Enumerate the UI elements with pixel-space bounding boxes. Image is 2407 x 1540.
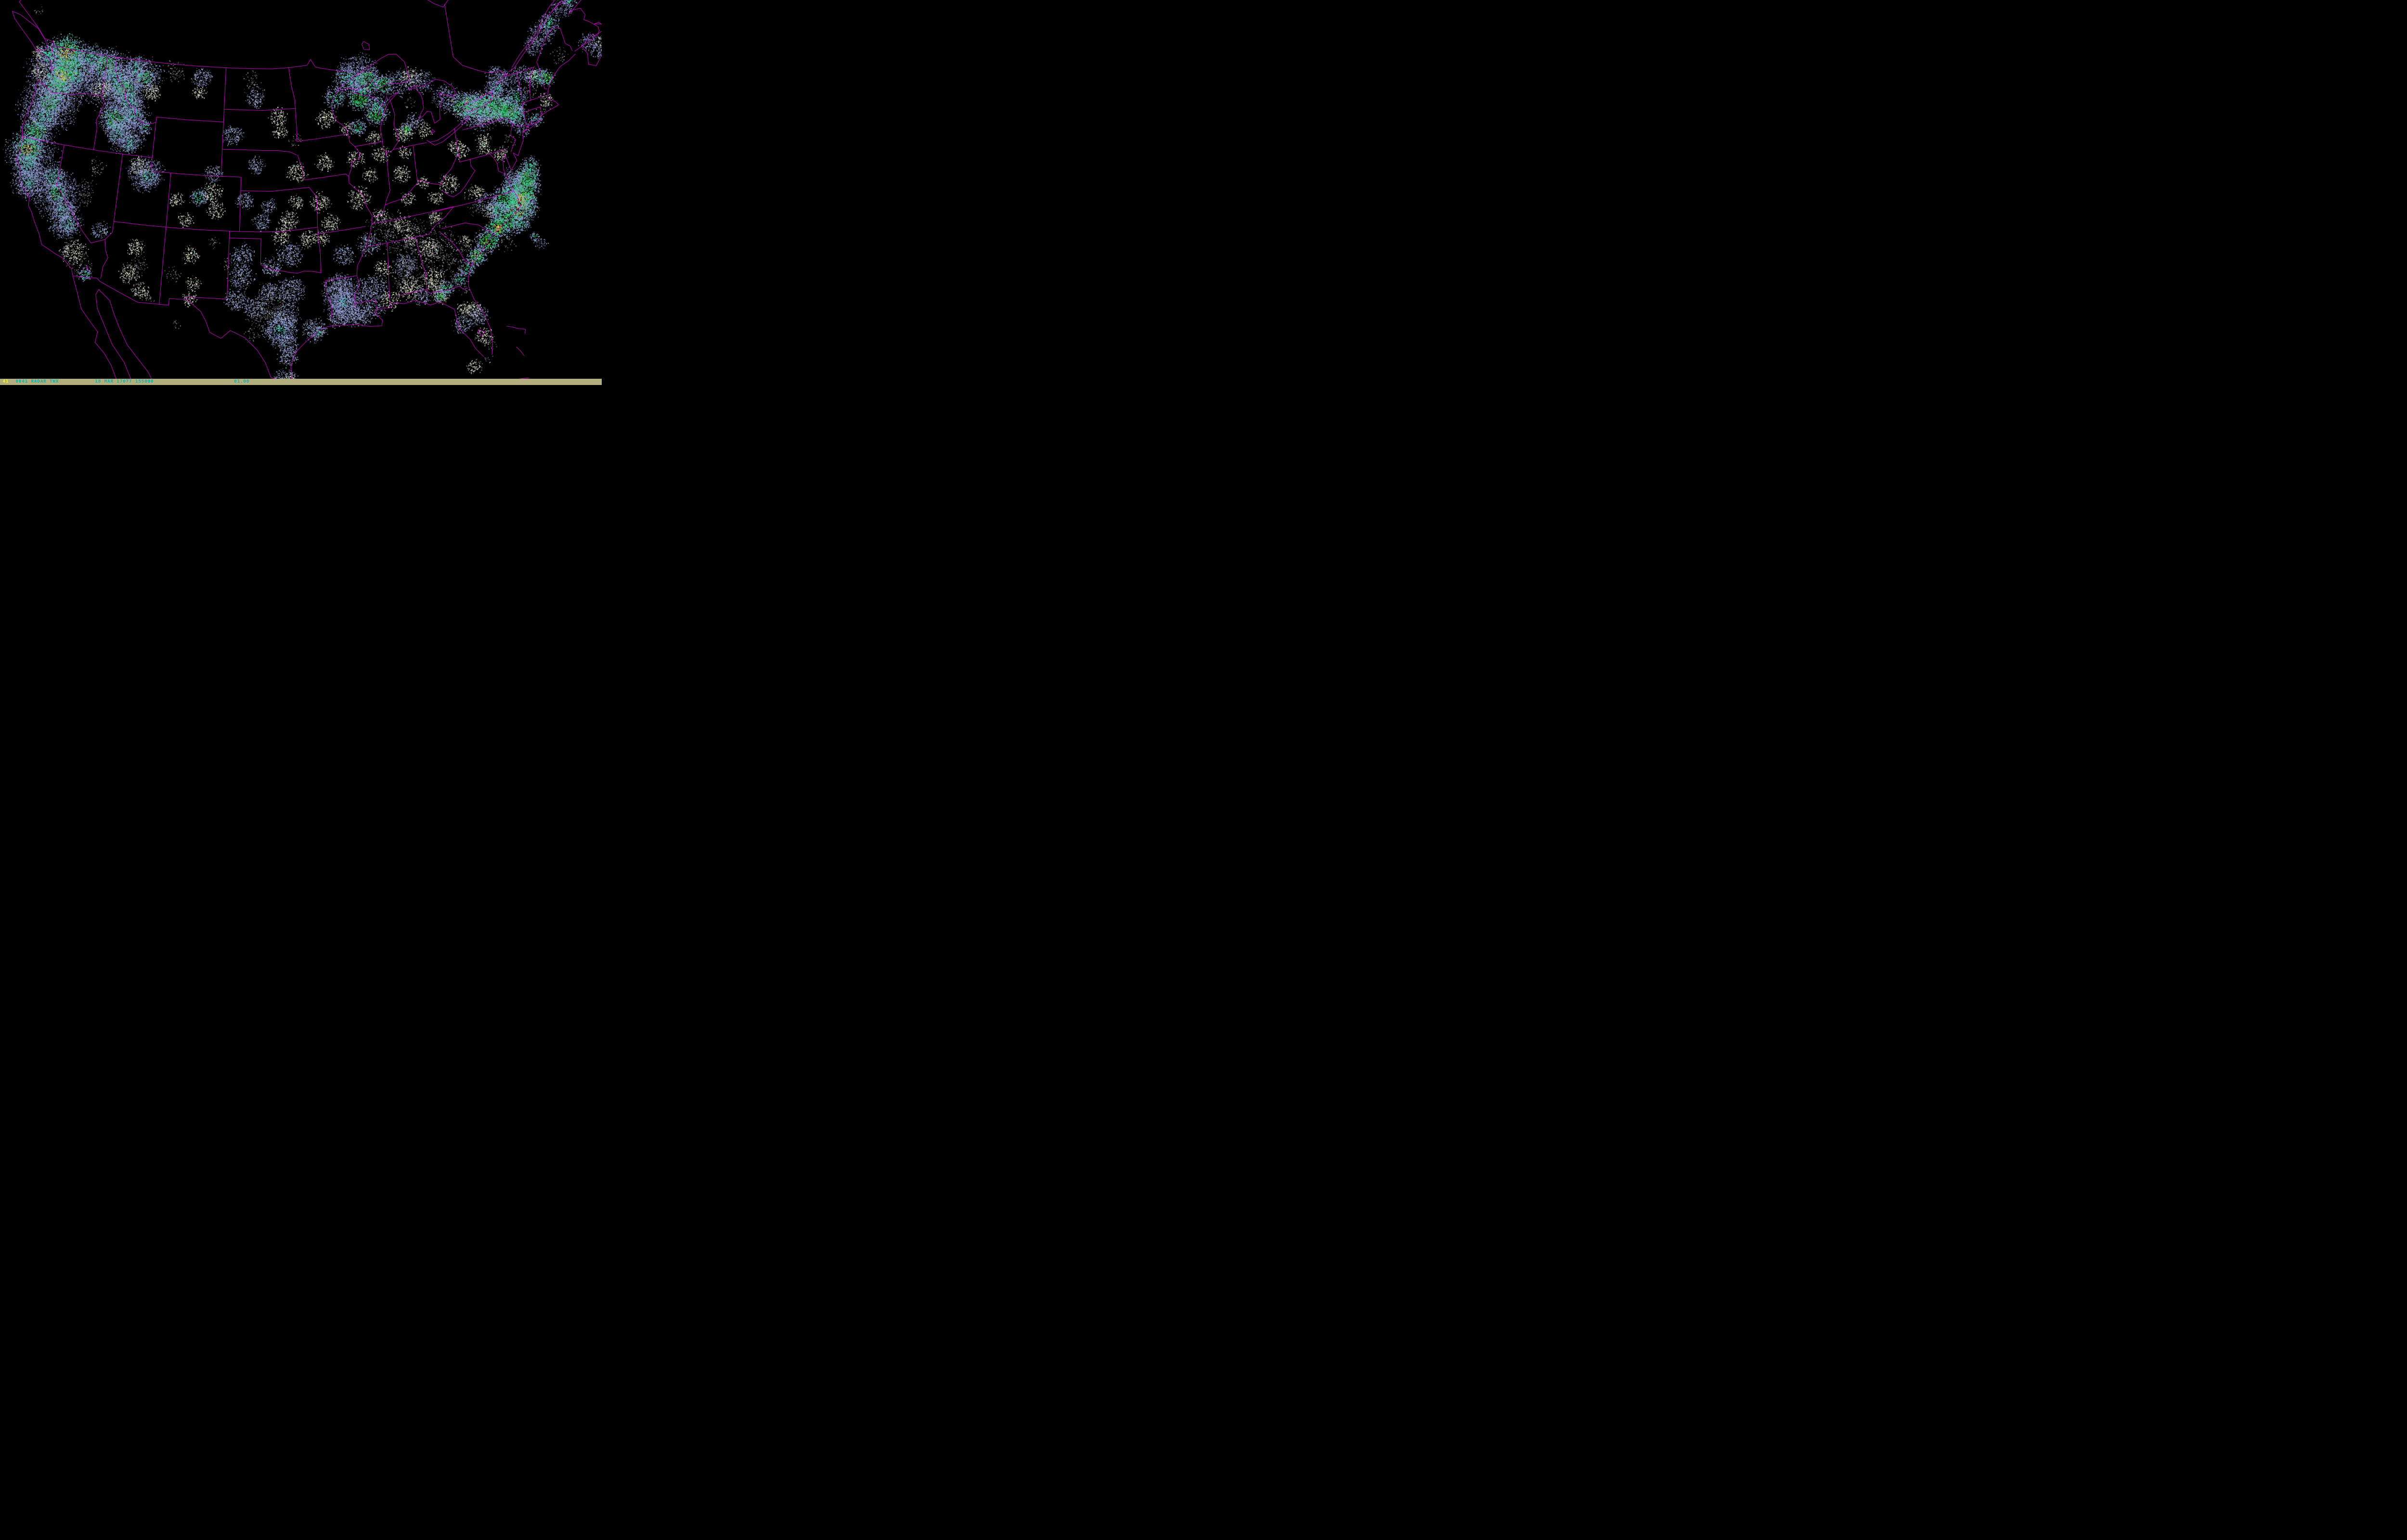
- frame-number[interactable]: 41: [2, 379, 9, 384]
- status-bar: 41 0041 RADAR TWX 18 MAR 17077 155000 01…: [0, 379, 602, 385]
- scale-value-label: 01.00: [234, 379, 250, 384]
- radar-composite-map[interactable]: [0, 0, 602, 380]
- datetime-label: 18 MAR 17077 155000: [95, 379, 154, 384]
- product-label: 0041 RADAR TWX: [15, 379, 59, 384]
- mcidas-radar-display: 41 0041 RADAR TWX 18 MAR 17077 155000 01…: [0, 0, 602, 385]
